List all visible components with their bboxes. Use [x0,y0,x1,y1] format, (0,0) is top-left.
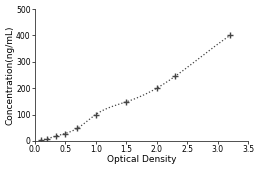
Y-axis label: Concentration(ng/mL): Concentration(ng/mL) [5,25,15,125]
X-axis label: Optical Density: Optical Density [107,155,176,164]
